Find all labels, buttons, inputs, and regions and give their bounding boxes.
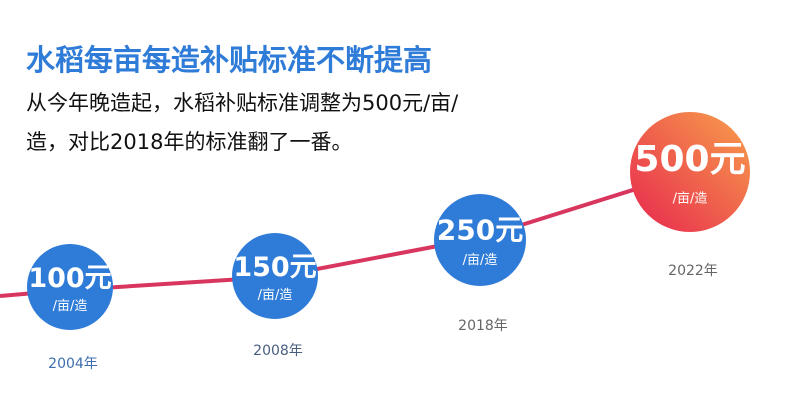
unit-label: /亩/造 <box>53 298 88 314</box>
value-label: 150元 <box>233 252 316 283</box>
value-label: 100元 <box>28 263 111 294</box>
unit-label: /亩/造 <box>673 191 708 207</box>
year-label: 2022年 <box>668 263 718 279</box>
title: 水稻每亩每造补贴标准不断提高 <box>26 43 432 77</box>
unit-label: /亩/造 <box>258 287 293 303</box>
unit-label: /亩/造 <box>463 252 498 268</box>
subtitle-line: 造，对比2018年的标准翻了一番。 <box>26 130 352 154</box>
value-circle <box>434 194 526 286</box>
value-circle <box>27 244 113 330</box>
nodes: 100元/亩/造 2004年 150元/亩/造 2008年 250元/亩/造 2018年 5… <box>27 112 750 372</box>
subtitle-line: 从今年晚造起，水稻补贴标准调整为500元/亩/ <box>26 91 459 115</box>
value-circle <box>232 233 318 319</box>
value-label: 250元 <box>437 214 523 247</box>
year-label: 2004年 <box>48 356 98 372</box>
year-label: 2008年 <box>253 343 303 359</box>
value-circle <box>630 112 750 232</box>
year-label: 2018年 <box>458 318 508 334</box>
value-label: 500元 <box>634 139 745 180</box>
